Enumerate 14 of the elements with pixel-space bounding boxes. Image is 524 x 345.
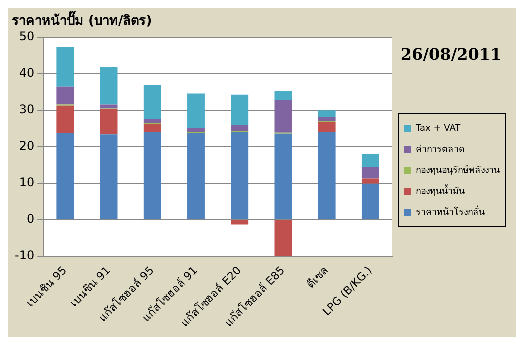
- y-tick-label: 10: [19, 176, 35, 190]
- legend-label: กองทุนอนุรักษ์พลังงาน: [416, 164, 500, 176]
- y-tick-label: 0: [26, 212, 35, 226]
- legend-label: กองทุนน้ำมัน: [416, 184, 465, 197]
- legend-label: ค่าการตลาด: [416, 144, 465, 155]
- y-tick-label: 30: [19, 102, 35, 117]
- chart-title: ราคาหน้าปั๊ม (บาท/ลิตร): [12, 11, 152, 30]
- legend-label: ราคาหน้าโรงกลั่น: [416, 204, 485, 218]
- y-tick-label: -10: [14, 248, 35, 263]
- text: 26/08/2011: [400, 45, 502, 64]
- y-tick-label: 20: [19, 139, 35, 154]
- y-tick-label: 50: [19, 30, 35, 44]
- legend-label: Tax + VAT: [415, 124, 462, 134]
- y-tick-label: 40: [19, 66, 35, 80]
